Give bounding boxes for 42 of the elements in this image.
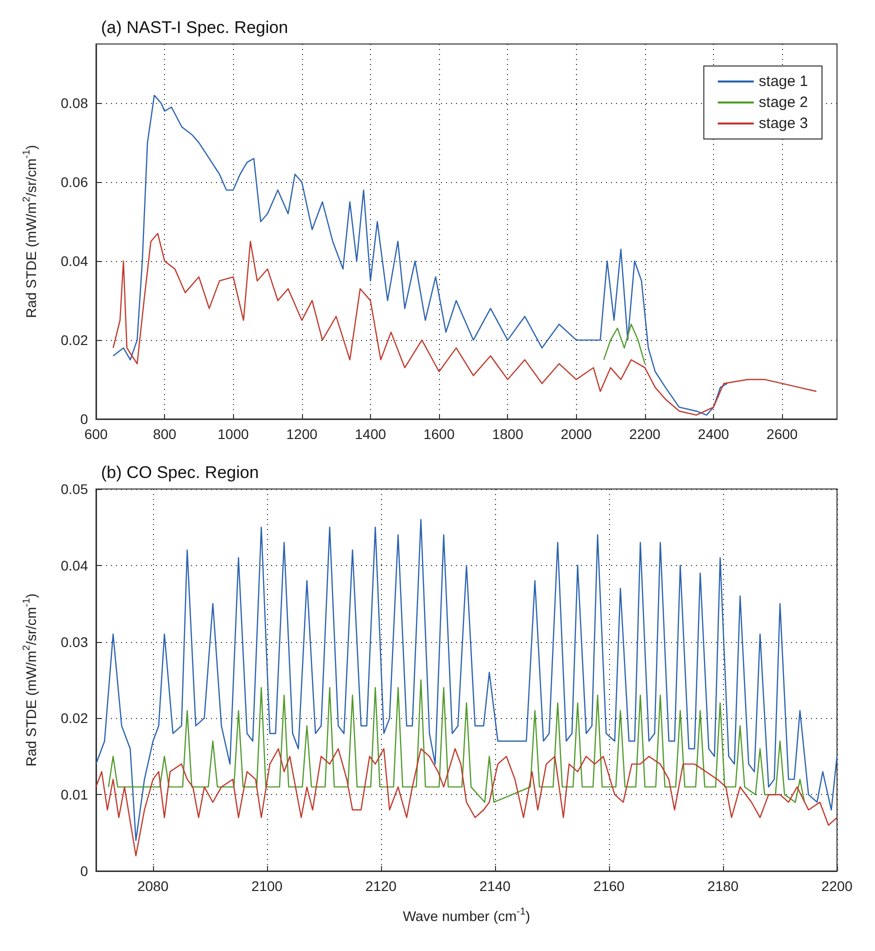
x-tick-label: 2120 (365, 878, 397, 894)
y-tick-label: 0.02 (60, 332, 88, 348)
legend-label: stage 1 (758, 73, 808, 90)
y-tick-label: 0 (80, 411, 88, 427)
x-tick-label: 2180 (707, 878, 739, 894)
line-series (108, 679, 806, 803)
x-tick-label: 2600 (766, 426, 798, 442)
line-series (112, 94, 728, 416)
x-tick-label: 1600 (423, 426, 455, 442)
x-tick-label: 600 (84, 426, 108, 442)
chart-title: (b) CO Spec. Region (101, 463, 259, 482)
x-tick-label: 2140 (479, 878, 511, 894)
y-tick-label: 0.03 (60, 634, 88, 650)
x-tick-label: 800 (152, 426, 177, 442)
x-tick-label: 2160 (593, 878, 625, 894)
legend-label: stage 2 (758, 94, 808, 111)
line-series (95, 518, 838, 842)
line-series (95, 748, 838, 856)
x-tick-label: 1200 (286, 426, 318, 442)
line-series (603, 324, 646, 364)
y-tick-label: 0.05 (60, 481, 88, 497)
y-axis-title: Rad STDE (mW/m2/sr/cm-1) (22, 593, 39, 767)
y-tick-label: 0.01 (60, 786, 88, 803)
y-axis-title: Rad STDE (mW/m2/sr/cm-1) (22, 144, 39, 318)
line-series (112, 232, 818, 416)
y-tick-label: 0.04 (60, 557, 88, 574)
x-tick-label: 1000 (218, 426, 249, 442)
x-tick-label: 2400 (698, 426, 730, 442)
x-tick-label: 2080 (137, 878, 169, 894)
legend-label: stage 3 (758, 115, 808, 132)
x-tick-label: 1800 (492, 426, 524, 442)
y-tick-label: 0.04 (60, 253, 88, 270)
x-tick-label: 2200 (629, 426, 661, 442)
x-tick-label: 2200 (821, 878, 853, 894)
x-tick-label: 2100 (251, 878, 283, 894)
y-tick-label: 0 (80, 863, 88, 879)
x-tick-label: 2000 (560, 426, 592, 442)
y-tick-label: 0.06 (60, 174, 88, 190)
chart-title: (a) NAST-I Spec. Region (101, 18, 288, 37)
y-tick-label: 0.02 (60, 710, 88, 726)
x-tick-label: 1400 (354, 426, 386, 442)
y-tick-label: 0.08 (60, 95, 88, 112)
